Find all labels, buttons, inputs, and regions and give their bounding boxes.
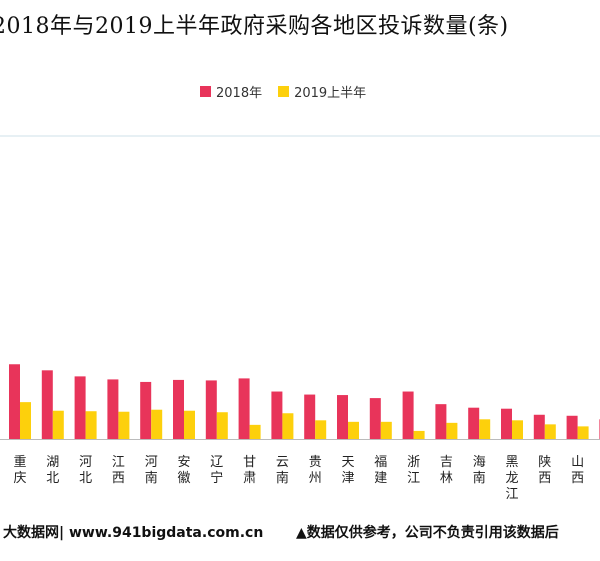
chart-title: 2018年与2019上半年政府采购各地区投诉数量(条) — [0, 14, 509, 39]
bar-2018-吉林 — [435, 404, 447, 439]
bar-2019h1-江西 — [118, 411, 130, 439]
legend-label-2019h1: 2019上半年 — [294, 86, 367, 101]
bar-2018-河南 — [140, 381, 152, 439]
bar-2019h1-重庆 — [20, 402, 31, 439]
category-label-黑龙江: 黑龙江 — [505, 455, 518, 502]
bar-2019h1-浙江 — [413, 430, 425, 439]
disclaimer: ▲数据仅供参考，公司不负责引用该数据后 — [296, 525, 559, 541]
category-label-贵州: 贵州 — [309, 455, 322, 486]
bar-2018-江西 — [107, 379, 119, 439]
source-credit: 大数据网| www.941bigdata.com.cn — [3, 525, 264, 541]
bar-2019h1-云南 — [282, 413, 294, 439]
bar-2019h1-陕西 — [544, 424, 556, 439]
bar-2019h1-天津 — [348, 421, 359, 439]
category-label-海南: 海南 — [473, 455, 486, 486]
bar-2019h1-山西 — [577, 426, 589, 439]
bar-2018-陕西 — [533, 414, 545, 439]
legend-swatch-2018 — [200, 86, 211, 97]
category-label-福建: 福建 — [374, 455, 387, 486]
bar-2019h1-河南 — [151, 409, 163, 439]
legend-swatch-2019h1 — [278, 86, 290, 97]
bar-2019h1-甘肃 — [249, 424, 261, 439]
bar-2018-辽宁 — [205, 380, 217, 439]
legend-item-2019h1: 2019上半年 — [278, 82, 366, 101]
bar-2019h1-吉林 — [446, 422, 458, 439]
bar-2019h1-辽宁 — [216, 412, 228, 439]
bar-2018-黑龙江 — [501, 408, 512, 439]
bar-2019h1-海南 — [479, 419, 491, 439]
bar-2018-重庆 — [9, 364, 20, 439]
legend-label-2018: 2018年 — [216, 86, 263, 101]
bar-2019h1-福建 — [380, 421, 392, 439]
bar-2018-云南 — [271, 391, 283, 439]
category-label-吉林: 吉林 — [440, 455, 453, 486]
category-label-甘肃: 甘肃 — [243, 455, 256, 486]
bar-2018-甘肃 — [238, 378, 250, 439]
category-label-重庆: 重庆 — [13, 454, 26, 486]
bar-2019h1-河北 — [85, 411, 97, 439]
bar-2018-安徽 — [173, 379, 184, 439]
category-label-湖北: 湖北 — [46, 455, 59, 486]
category-label-江西: 江西 — [112, 455, 125, 486]
category-label-河北: 河北 — [79, 455, 92, 486]
bar-2018-湖北 — [41, 370, 53, 439]
category-label-天津: 天津 — [341, 455, 354, 486]
bar-2018-海南 — [468, 407, 480, 439]
bar-2018-河北 — [74, 376, 86, 439]
category-label-山西: 山西 — [571, 455, 584, 486]
category-label-云南: 云南 — [276, 455, 289, 486]
bar-2019h1-安徽 — [184, 410, 195, 439]
chart-legend: 2018年 2019上半年 — [200, 82, 382, 101]
category-label-安徽: 安徽 — [177, 455, 190, 486]
category-label-辽宁: 辽宁 — [210, 455, 223, 486]
category-label-陕西: 陕西 — [538, 455, 551, 486]
bar-2018-天津 — [337, 395, 348, 439]
bar-2019h1-湖北 — [52, 410, 64, 439]
legend-item-2018: 2018年 — [200, 82, 262, 101]
bar-2018-福建 — [369, 398, 381, 439]
category-label-浙江: 浙江 — [407, 455, 420, 486]
category-label-河南: 河南 — [145, 455, 158, 486]
bar-2019h1-贵州 — [315, 420, 327, 439]
bar-2018-贵州 — [304, 394, 316, 439]
bar-2018-浙江 — [402, 391, 414, 439]
bar-2019h1-黑龙江 — [512, 420, 523, 439]
bar-2018-山西 — [566, 415, 578, 439]
